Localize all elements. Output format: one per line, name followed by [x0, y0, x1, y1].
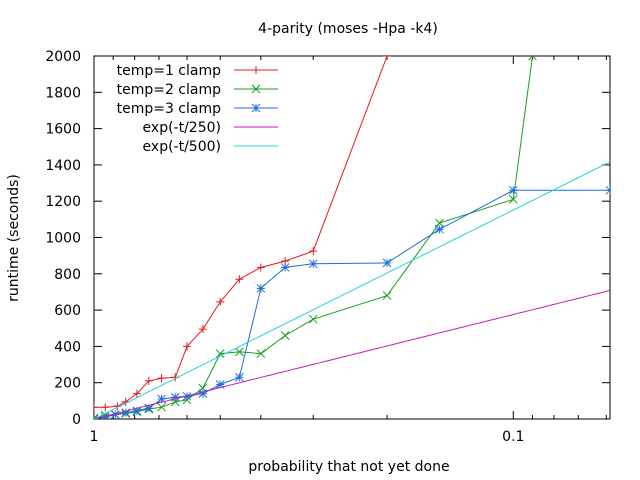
data-point — [170, 392, 180, 402]
data-point — [382, 291, 392, 300]
data-point — [215, 380, 225, 389]
legend-label: exp(-t/250) — [143, 120, 221, 136]
data-point — [256, 263, 265, 272]
y-tick-label: 1000 — [45, 231, 81, 247]
legend-marker — [252, 66, 260, 74]
data-point — [235, 275, 244, 284]
data-point — [382, 258, 392, 268]
data-point — [132, 406, 142, 416]
series-group — [94, 56, 610, 419]
data-point — [256, 283, 266, 293]
data-point — [144, 403, 154, 413]
data-point — [308, 259, 318, 269]
data-point — [110, 410, 120, 419]
data-point — [383, 56, 392, 60]
data-point — [435, 218, 444, 228]
data-point — [94, 403, 98, 412]
y-tick-label: 1200 — [45, 194, 81, 210]
data-point — [308, 314, 318, 324]
data-point — [256, 349, 266, 359]
y-tick-label: 2000 — [45, 49, 81, 65]
data-point — [198, 325, 207, 334]
data-point — [235, 347, 244, 357]
series-line — [94, 56, 388, 408]
y-tick-label: 0 — [72, 412, 81, 428]
series-line — [94, 289, 610, 419]
data-point — [198, 389, 208, 398]
data-point — [528, 56, 537, 61]
y-axis-label: runtime (seconds) — [6, 174, 22, 302]
legend-label: temp=1 clamp — [117, 63, 222, 79]
series-line — [94, 161, 610, 419]
y-tick-label: 800 — [54, 267, 81, 283]
series-3 — [94, 185, 610, 419]
x-tick-label: 1 — [90, 429, 99, 445]
legend-marker — [251, 103, 261, 113]
data-point — [132, 389, 141, 398]
y-tick-label: 400 — [54, 339, 81, 355]
legend-label: temp=3 clamp — [117, 101, 222, 117]
legend-label: exp(-t/500) — [143, 139, 221, 155]
x-axis-label: probability that not yet done — [248, 459, 449, 475]
series-line — [94, 189, 610, 419]
chart-title: 4-parity (moses -Hpa -k4) — [258, 21, 438, 37]
data-point — [100, 412, 110, 419]
data-point — [121, 408, 131, 418]
data-point — [94, 413, 99, 419]
data-point — [605, 185, 610, 195]
y-tick-label: 1600 — [45, 122, 81, 138]
data-point — [309, 247, 318, 256]
data-point — [508, 185, 518, 195]
data-point — [144, 376, 153, 385]
data-point — [280, 263, 290, 272]
y-tick-label: 200 — [54, 376, 81, 392]
data-point — [280, 331, 290, 340]
data-point — [215, 349, 225, 359]
data-point — [216, 297, 225, 306]
y-tick-label: 1400 — [45, 158, 81, 174]
data-point — [508, 195, 518, 204]
series-5 — [94, 161, 610, 419]
data-point — [435, 224, 444, 234]
data-point — [235, 372, 244, 382]
data-point — [101, 403, 110, 412]
data-point — [183, 342, 192, 351]
y-tick-label: 600 — [54, 303, 81, 319]
y-tick-label: 1800 — [45, 85, 81, 101]
legend: temp=1 clamp temp=2 clamp temp=3 clamp exp(… — [117, 63, 278, 155]
data-point — [157, 394, 166, 404]
legend-marker — [251, 84, 261, 94]
axis-ticks: 0 200 400 600 800 1000 1200 1400 1600 1800 2000 1 0.… — [45, 49, 610, 445]
series-4 — [94, 289, 610, 419]
legend-label: temp=2 clamp — [117, 82, 222, 98]
data-point — [157, 374, 166, 383]
x-tick-label: 0.1 — [502, 429, 524, 445]
data-point — [157, 402, 166, 412]
